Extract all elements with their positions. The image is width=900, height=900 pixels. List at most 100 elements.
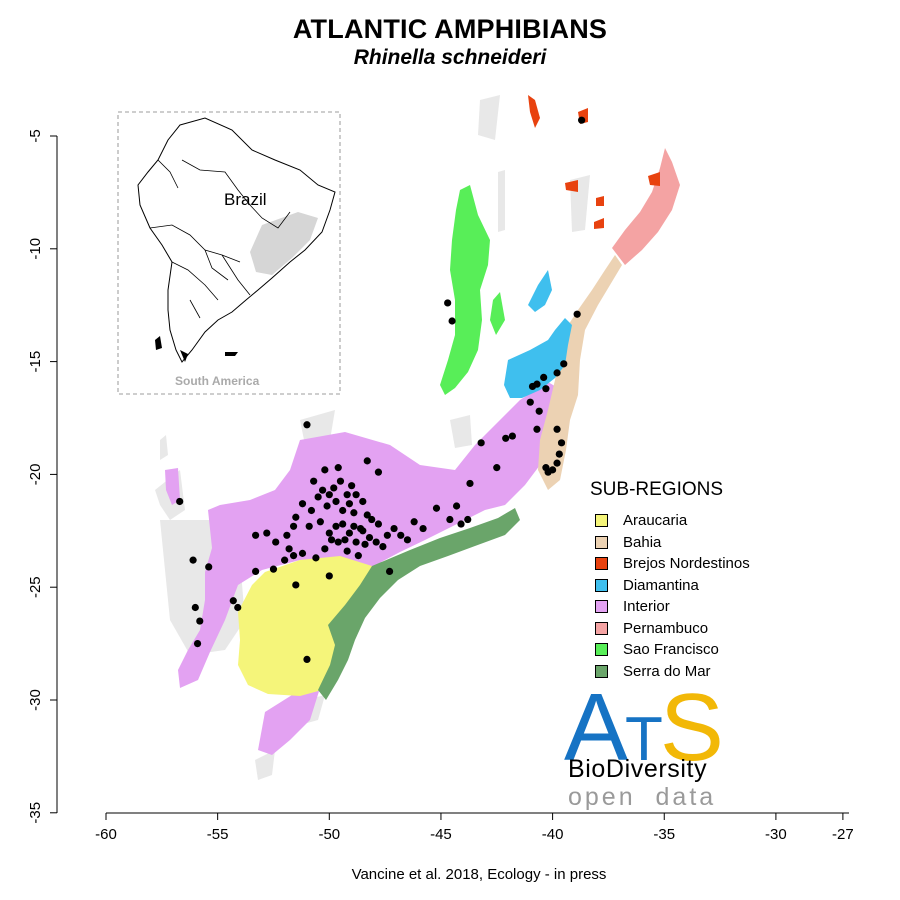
occurrence-point <box>452 502 461 510</box>
occurrence-point <box>464 515 472 524</box>
region-serra-do-mar <box>318 508 520 700</box>
region-brejos-nordestinos <box>528 95 660 229</box>
y-tick-label: -5 <box>27 129 44 142</box>
axes <box>50 135 849 820</box>
occurrence-point <box>446 515 454 524</box>
occurrence-point <box>444 299 452 307</box>
occurrence-point <box>303 655 311 663</box>
occurrence-point <box>307 506 316 515</box>
occurrence-point <box>372 538 380 546</box>
map-title: ATLANTIC AMPHIBIANS <box>292 14 608 44</box>
occurrence-point <box>321 466 329 474</box>
occurrence-point <box>339 506 347 515</box>
legend-label: Serra do Mar <box>623 662 711 680</box>
inset-continent-label: South America <box>175 374 260 388</box>
occurrence-point <box>292 581 300 589</box>
occurrence-point <box>176 497 184 506</box>
occurrence-point <box>316 518 324 526</box>
occurrence-point <box>350 522 358 530</box>
occurrence-point <box>363 457 371 465</box>
occurrence-point <box>334 538 342 546</box>
legend-label: Sao Francisco <box>623 641 719 659</box>
occurrence-point <box>557 439 566 447</box>
legend-swatch <box>595 514 608 528</box>
y-tick-label: -30 <box>27 689 44 711</box>
logo-letter-t: T <box>625 705 663 774</box>
occurrence-point <box>191 603 199 612</box>
occurrence-point <box>553 369 561 377</box>
occurrence-point <box>334 464 342 472</box>
region-araucaria <box>238 556 372 696</box>
legend: SUB-REGIONS Araucaria Bahia Brejos Nordest… <box>588 479 750 682</box>
occurrence-point <box>540 373 548 381</box>
legend-swatch <box>595 664 608 678</box>
occurrence-point <box>292 513 300 521</box>
legend-label: Diamantina <box>623 576 699 594</box>
south-america-outline <box>137 117 336 363</box>
citation-caption: Vancine et al. 2018, Ecology - in press <box>351 866 607 883</box>
occurrence-point <box>281 556 289 564</box>
logo-open-data: open data <box>568 783 717 811</box>
legend-item: Bahia <box>588 532 750 554</box>
occurrence-point <box>343 547 351 555</box>
occurrence-point <box>272 538 280 546</box>
occurrence-point <box>269 565 278 573</box>
region-pernambuco <box>612 148 680 265</box>
occurrence-point <box>466 479 474 488</box>
ats-wordmark: ATS <box>564 680 724 788</box>
occurrence-point <box>526 398 534 406</box>
occurrence-point <box>350 509 358 517</box>
occurrence-point <box>352 538 360 546</box>
occurrence-point <box>325 529 333 537</box>
occurrence-point <box>323 502 331 510</box>
legend-swatch <box>595 578 608 592</box>
occurrence-point <box>555 450 563 458</box>
occurrence-point <box>325 491 333 499</box>
region-diamantina <box>504 270 572 398</box>
occurrence-point <box>341 536 349 544</box>
occurrence-point <box>528 382 537 391</box>
occurrence-point <box>578 116 586 124</box>
occurrence-point <box>196 617 204 625</box>
legend-swatch <box>595 621 608 635</box>
occurrence-point <box>368 515 376 524</box>
occurrence-point <box>229 597 237 605</box>
occurrence-point <box>397 531 405 539</box>
legend-swatch <box>595 557 608 571</box>
occurrence-point <box>508 432 517 440</box>
occurrence-point <box>573 310 581 318</box>
occurrence-point <box>330 484 338 492</box>
occurrence-point <box>533 425 541 433</box>
occurrence-point <box>332 522 340 530</box>
legend-label: Araucaria <box>623 512 688 530</box>
occurrence-point <box>403 536 412 544</box>
occurrence-point <box>542 464 550 472</box>
logo-biodiversity: BioDiversity <box>568 755 708 783</box>
x-tick-label: -35 <box>653 826 675 843</box>
occurrence-point <box>361 540 369 548</box>
x-tick-label: -50 <box>318 826 340 843</box>
y-tick-label: -15 <box>27 351 44 373</box>
occurrence-point <box>336 477 345 485</box>
occurrence-point <box>432 504 441 512</box>
occurrence-point <box>374 468 383 476</box>
legend-item: Sao Francisco <box>588 639 750 661</box>
occurrence-point <box>345 500 353 508</box>
legend-title: SUB-REGIONS <box>590 479 724 500</box>
logo-letter-s: S <box>659 674 724 781</box>
occurrence-point <box>553 459 561 467</box>
legend-item: Pernambuco <box>588 618 750 640</box>
x-tick-label: -45 <box>430 826 452 843</box>
occurrence-point <box>410 518 418 526</box>
occurrence-point <box>535 407 543 415</box>
occurrence-point <box>343 491 351 499</box>
x-tick-label: -55 <box>207 826 229 843</box>
occurrence-point <box>325 572 333 580</box>
occurrence-point <box>390 524 398 533</box>
occurrence-point <box>457 520 465 528</box>
occurrence-point <box>339 520 347 528</box>
occurrence-point <box>298 549 307 557</box>
legend-item: Serra do Mar <box>588 661 750 683</box>
occurrence-point <box>319 486 327 494</box>
